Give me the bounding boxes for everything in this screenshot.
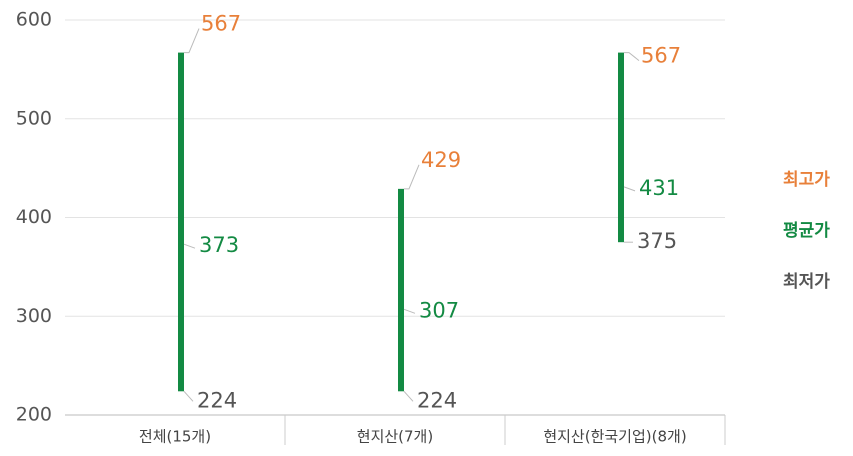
legend-entry: 최고가 — [783, 170, 830, 190]
high-label: 567 — [641, 44, 681, 68]
low-label: 224 — [417, 388, 457, 412]
range-bar — [618, 52, 624, 243]
legend-entry: 평균가 — [783, 221, 830, 241]
high-leader — [184, 28, 200, 54]
y-tick-label: 200 — [16, 404, 52, 426]
x-tick-label: 현지산(7개) — [357, 428, 433, 446]
y-tick-label: 300 — [16, 305, 52, 327]
y-tick-label: 400 — [16, 206, 52, 228]
high-leader — [624, 52, 640, 61]
range-bar — [398, 188, 404, 392]
average-leader — [623, 186, 636, 192]
average-leader — [183, 243, 196, 249]
x-tick-label: 현지산(한국기업)(8개) — [543, 428, 686, 446]
low-leader — [403, 390, 414, 402]
high-label: 567 — [201, 12, 241, 36]
legend-entry: 최저가 — [783, 272, 830, 292]
range-bar — [178, 52, 184, 392]
low-label: 375 — [637, 229, 677, 253]
high-leader — [404, 164, 420, 190]
x-tick-label: 전체(15개) — [139, 428, 211, 446]
high-label: 429 — [421, 148, 461, 172]
y-tick-label: 600 — [16, 9, 52, 31]
low-leader — [183, 390, 194, 402]
average-leader — [403, 308, 416, 314]
low-label: 224 — [197, 388, 237, 412]
average-label: 307 — [419, 298, 459, 322]
y-tick-label: 500 — [16, 107, 52, 129]
average-label: 431 — [639, 176, 679, 200]
average-label: 373 — [199, 233, 239, 257]
